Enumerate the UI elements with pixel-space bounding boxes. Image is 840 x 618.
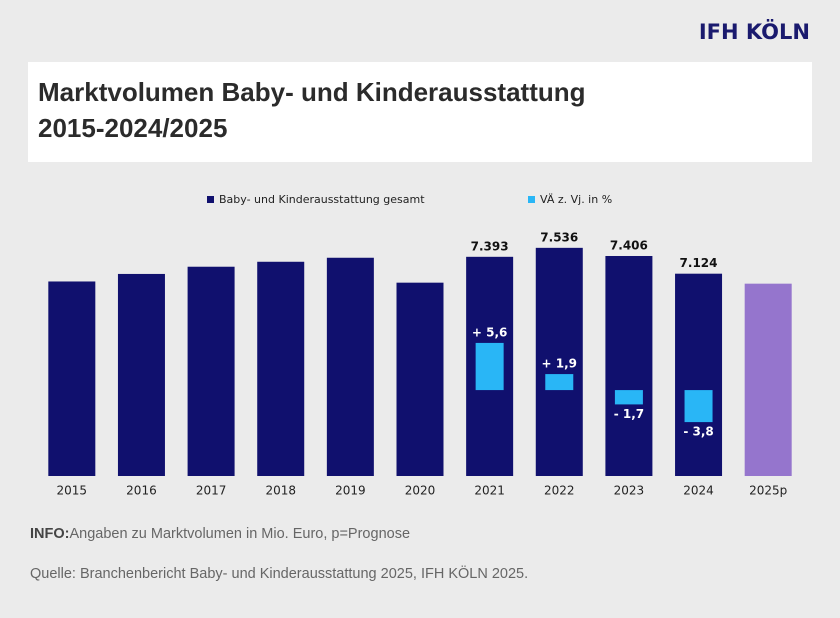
chart-title: Marktvolumen Baby- und Kinderausstattung… (38, 77, 586, 143)
legend-label: Baby- und Kinderausstattung gesamt (219, 193, 425, 206)
x-tick-label: 2024 (683, 484, 714, 498)
x-tick-label: 2016 (126, 484, 157, 498)
bar (117, 273, 165, 476)
x-tick-label: 2022 (544, 484, 575, 498)
x-tick-label: 2025p (749, 484, 787, 498)
source-note: Quelle: Branchenbericht Baby- und Kinder… (30, 566, 529, 582)
info-label: INFO: (30, 526, 70, 542)
legend-swatch (528, 196, 535, 203)
change-label: + 1,9 (542, 357, 578, 371)
legend-swatch (207, 196, 214, 203)
value-label: 7.536 (540, 230, 578, 244)
x-tick-label: 2020 (405, 484, 436, 498)
value-label: 7.124 (680, 256, 718, 270)
bar (605, 255, 653, 476)
change-label: - 1,7 (614, 407, 644, 421)
logo: IFH KÖLN (698, 20, 810, 44)
change-bar (614, 390, 643, 405)
x-tick-label: 2015 (57, 484, 88, 498)
change-bar (545, 374, 574, 391)
change-label: - 3,8 (683, 425, 713, 439)
change-bar (475, 342, 504, 391)
legend-label: VÄ z. Vj. in % (540, 193, 612, 206)
title-box: Marktvolumen Baby- und Kinderausstattung… (28, 62, 812, 162)
info-note: INFO:Angaben zu Marktvolumen in Mio. Eur… (30, 526, 410, 542)
value-label: 7.406 (610, 238, 648, 252)
bar (744, 283, 792, 476)
bar (187, 266, 235, 476)
x-tick-label: 2018 (265, 484, 296, 498)
x-tick-label: 2023 (614, 484, 645, 498)
change-label: + 5,6 (472, 325, 508, 339)
x-tick-label: 2021 (474, 484, 505, 498)
bar (535, 247, 583, 476)
change-bar (684, 390, 713, 423)
x-tick-label: 2019 (335, 484, 366, 498)
value-label: 7.393 (471, 239, 509, 253)
bar (257, 261, 305, 476)
x-tick-label: 2017 (196, 484, 227, 498)
info-text: Angaben zu Marktvolumen in Mio. Euro, p=… (69, 526, 411, 542)
bar (396, 282, 444, 476)
bar (675, 273, 723, 476)
bar (48, 281, 96, 476)
bar (326, 257, 374, 476)
